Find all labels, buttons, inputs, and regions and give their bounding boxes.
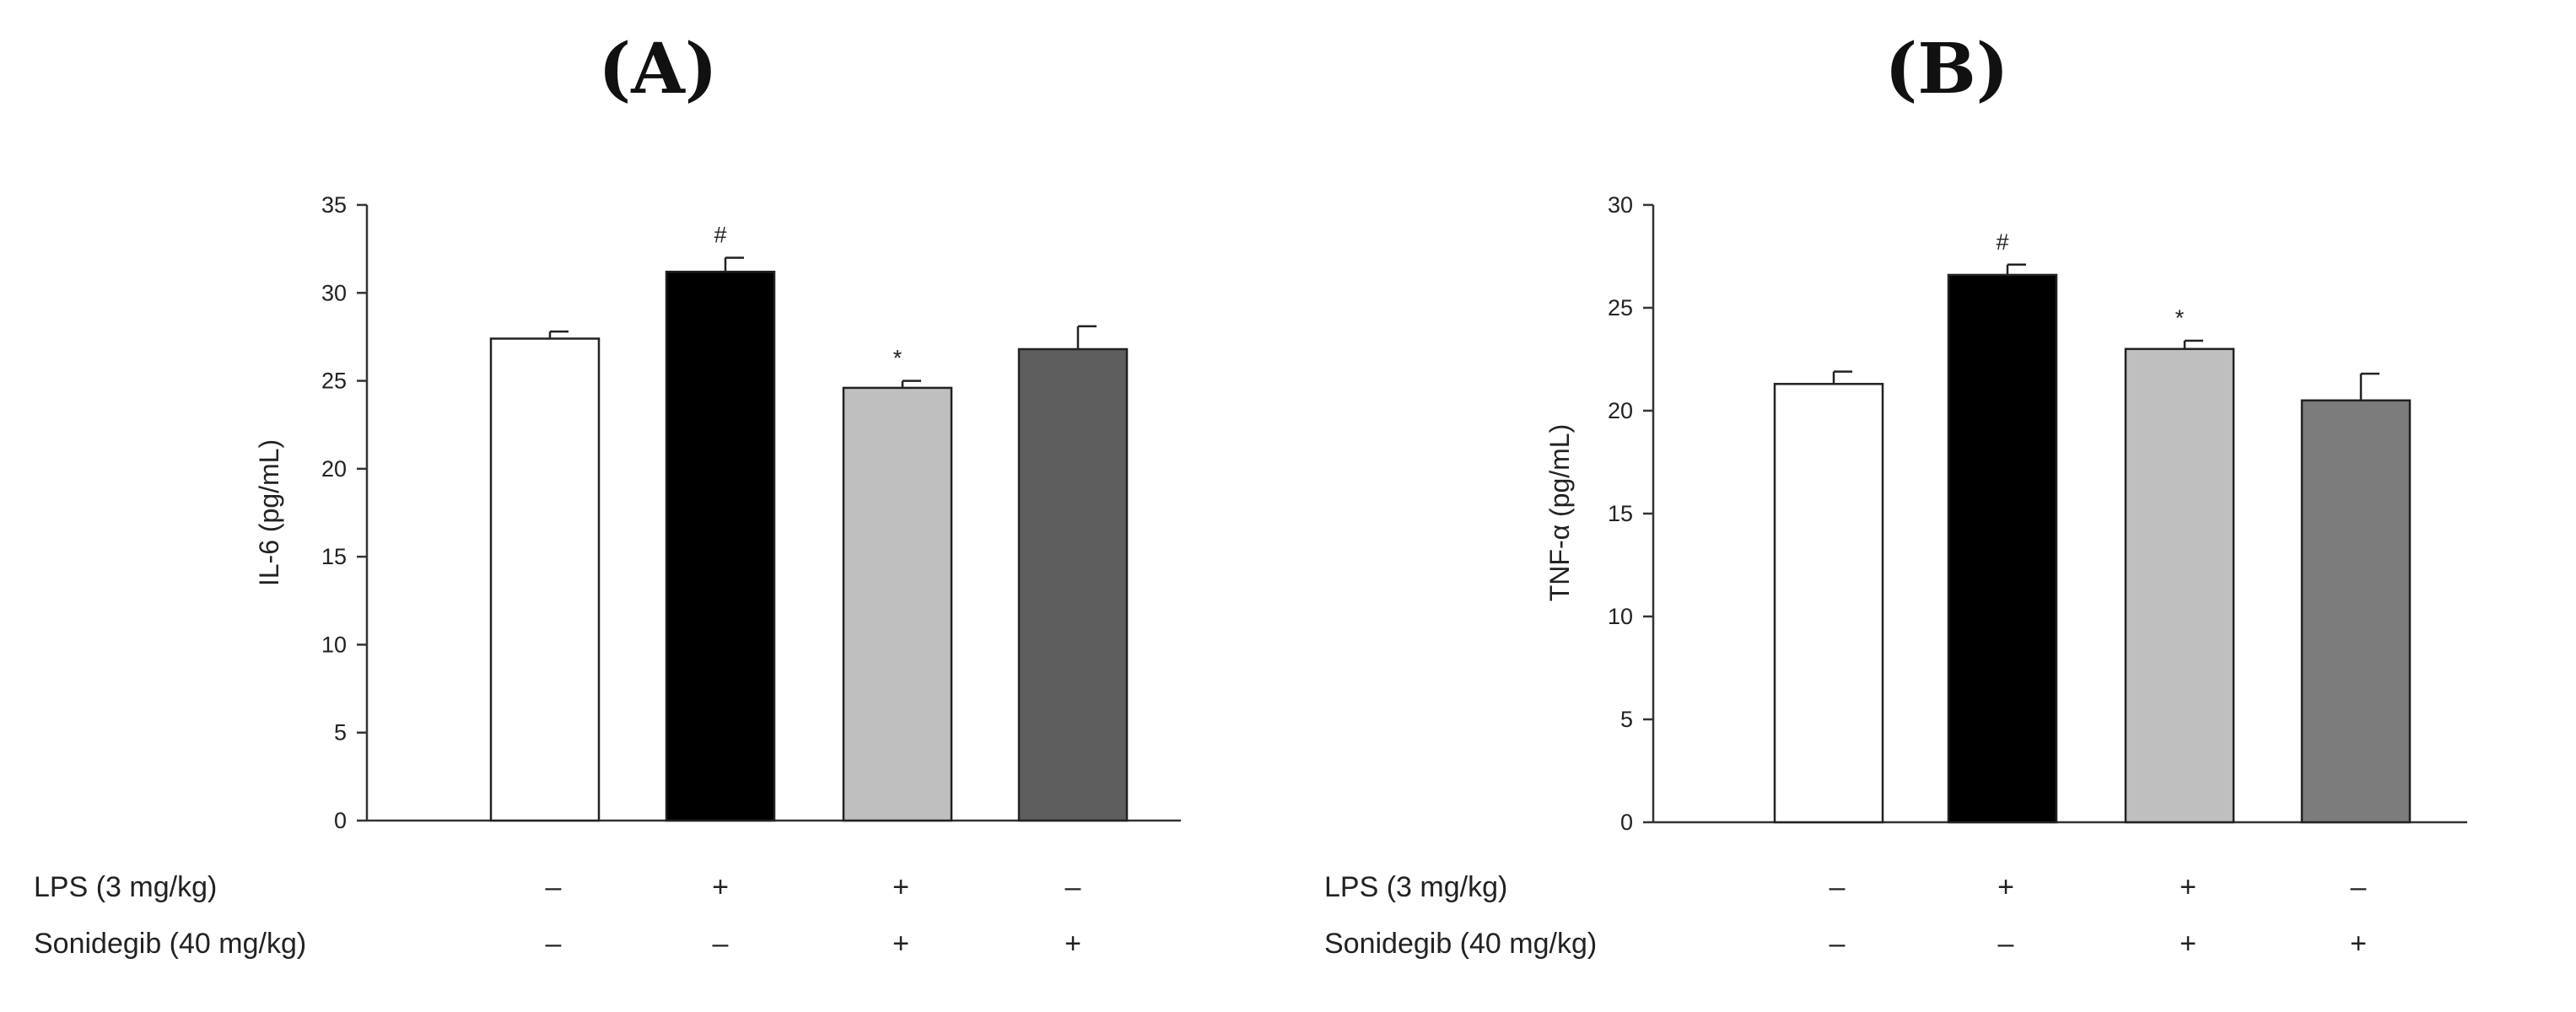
chart1-condition-sign: + xyxy=(712,871,729,903)
chart2-y-tick-label: 30 xyxy=(1608,192,1633,218)
chart2-condition-label: Sonidegib (40 mg/kg) xyxy=(1324,928,1597,960)
chart2-condition-sign: + xyxy=(2180,871,2196,903)
chart2-bar xyxy=(1947,273,2058,824)
chart1-bar xyxy=(1017,347,1129,822)
chart2-condition-sign: + xyxy=(1997,871,2014,903)
chart2-condition-sign: – xyxy=(1998,928,2014,960)
chart2-condition-sign: – xyxy=(1830,928,1846,960)
chart1-y-tick-label: 0 xyxy=(334,808,347,833)
chart1-bar xyxy=(842,386,953,822)
chart2-y-tick-label: 0 xyxy=(1620,810,1633,835)
chart2-y-tick-label: 10 xyxy=(1608,604,1633,629)
chart1-y-tick-label: 5 xyxy=(334,720,347,746)
chart2-y-tick-label: 5 xyxy=(1620,707,1633,732)
chart1-y-tick-label: 35 xyxy=(321,192,347,218)
chart1-condition-sign: – xyxy=(713,928,729,960)
chart2-significance-mark: # xyxy=(1996,229,2008,255)
chart1-condition-sign: + xyxy=(892,871,909,903)
chart1-y-tick-label: 20 xyxy=(321,456,347,482)
chart2-bar xyxy=(2300,399,2412,824)
chart2-bar xyxy=(2124,347,2235,824)
chart1-significance-mark: * xyxy=(893,346,903,371)
chart2-panel-label: (B) xyxy=(1885,29,2009,110)
chart2-y-tick-label: 20 xyxy=(1608,398,1633,423)
chart1-y-tick-label: 30 xyxy=(321,280,347,305)
chart1-bar xyxy=(665,271,776,822)
chart1-condition-sign: – xyxy=(546,871,562,903)
chart1-condition-sign: – xyxy=(1065,871,1081,903)
chart1-y-axis-label: IL-6 (pg/mL) xyxy=(254,439,284,586)
chart1-condition-label: Sonidegib (40 mg/kg) xyxy=(34,928,306,960)
chart2-y-tick-label: 15 xyxy=(1608,501,1633,526)
chart1-y-tick-label: 15 xyxy=(321,544,347,569)
chart1-y-tick-label: 10 xyxy=(321,632,347,657)
chart1-condition-sign: – xyxy=(546,928,562,960)
chart2-y-tick-label: 25 xyxy=(1608,295,1633,320)
chart1-condition-label: LPS (3 mg/kg) xyxy=(34,871,217,903)
chart2-condition-sign: – xyxy=(2351,871,2367,903)
chart1-significance-mark: # xyxy=(714,223,726,248)
chart2-condition-sign: + xyxy=(2180,928,2196,960)
chart1-bar xyxy=(489,337,601,822)
chart2-y-axis-label: TNF-α (pg/mL) xyxy=(1544,424,1575,602)
chart1-panel-label: (A) xyxy=(598,29,717,110)
chart1-condition-sign: + xyxy=(892,928,909,960)
chart2-condition-sign: – xyxy=(1830,871,1846,903)
chart1-y-tick-label: 25 xyxy=(321,369,347,394)
chart1-condition-sign: + xyxy=(1064,928,1081,960)
chart2-bar xyxy=(1773,383,1884,824)
chart2-condition-sign: + xyxy=(2350,928,2367,960)
chart2-significance-mark: * xyxy=(2175,305,2185,331)
chart2-condition-label: LPS (3 mg/kg) xyxy=(1324,871,1507,903)
